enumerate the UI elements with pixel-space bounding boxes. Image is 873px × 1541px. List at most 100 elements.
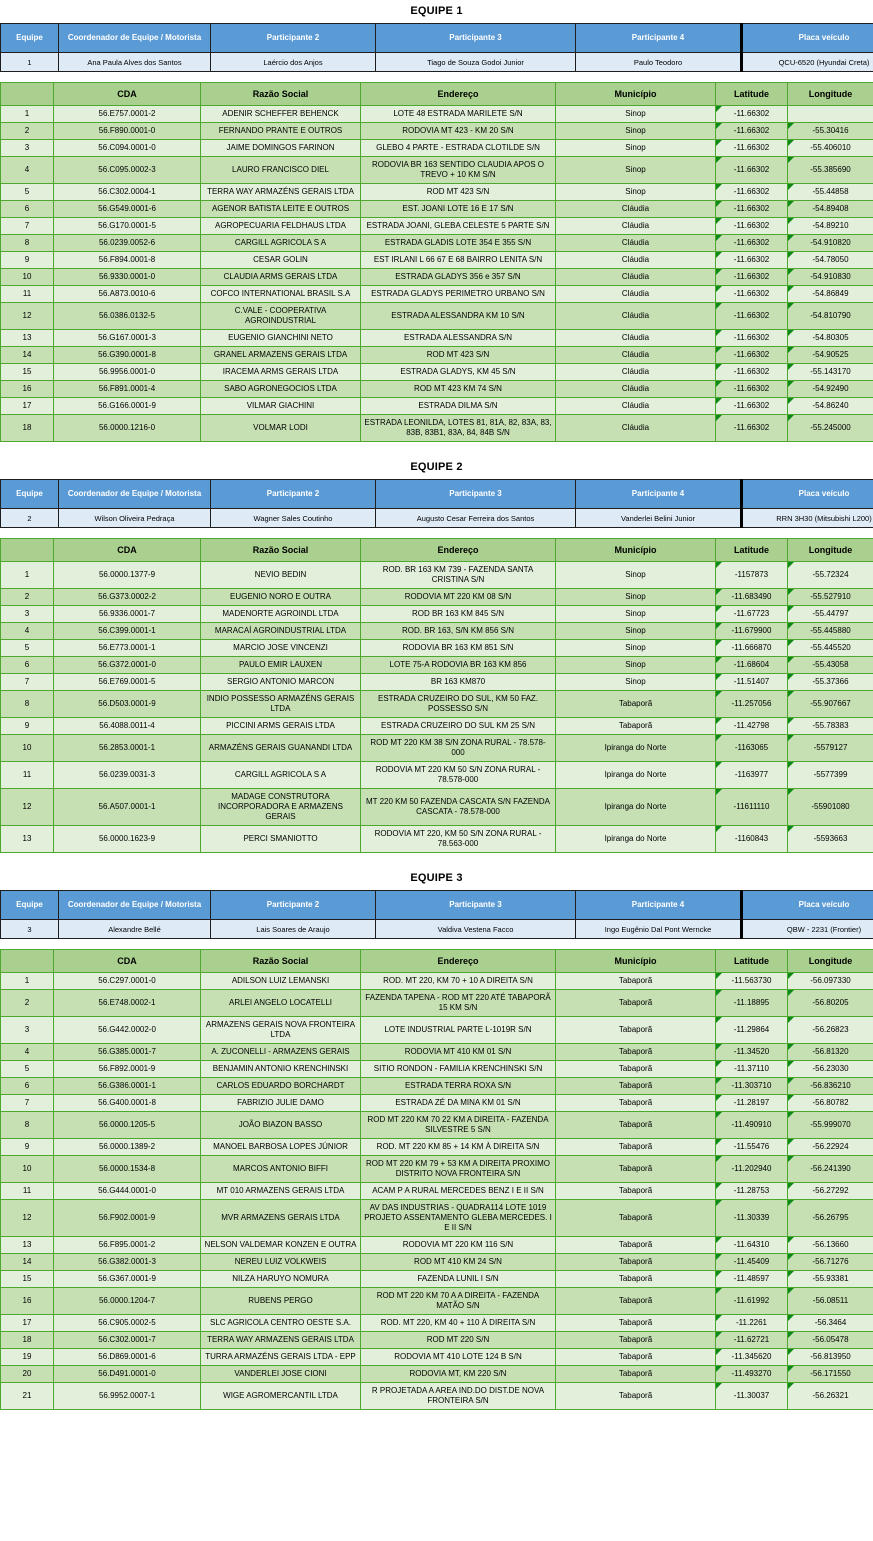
cell-municipio-text: Tabaporã (618, 1369, 653, 1378)
cell-latitude-text: -11.30037 (733, 1391, 770, 1400)
error-indicator-icon (716, 640, 722, 646)
cell-longitude-text: -55.72324 (812, 570, 849, 579)
cell-cda: 56.G373.0002-2 (53, 588, 201, 606)
cell-municipio-text: Sinop (625, 126, 646, 135)
cell-cda: 56.0000.1623-9 (53, 825, 201, 853)
cell-longitude-text: -56.13660 (812, 1240, 849, 1249)
error-indicator-icon (716, 826, 722, 832)
cell-municipio-text: Cláudia (621, 367, 650, 376)
cell-razao-social-text: CARGILL AGRICOLA S A (234, 770, 327, 779)
row-index: 6 (0, 200, 54, 218)
cell-longitude-text: -55.445880 (810, 626, 851, 635)
cell-cda-text: 56.G386.0001-1 (98, 1081, 156, 1090)
cell-razao-social: MARCOS ANTONIO BIFFI (200, 1155, 361, 1183)
cell-cda-text: 56.9336.0001-7 (98, 609, 156, 618)
cell-longitude-text: -56.836210 (810, 1081, 851, 1090)
crew-table: Equipe Coordenador de Equipe / Motorista P… (0, 479, 873, 528)
cell-cda-text: 56.F894.0001-8 (98, 255, 156, 264)
cell-razao-social-text: CARGILL AGRICOLA S A (234, 238, 327, 247)
cell-endereco-text: RODOVIA MT 423 - KM 20 S/N (402, 126, 514, 135)
cell-municipio: Sinop (555, 183, 716, 201)
error-indicator-icon (716, 1349, 722, 1355)
cell-latitude: -11.28197 (715, 1094, 788, 1112)
row-index: 13 (0, 329, 54, 347)
row-index-text: 15 (22, 1274, 32, 1283)
crew-participante3: Tiago de Souza Godoi Junior (375, 52, 576, 72)
crew-participante3: Valdiva Vestena Facco (375, 919, 576, 939)
table-row: 7 56.E769.0001-5 SERGIO ANTONIO MARCON BR 1… (0, 673, 873, 691)
cell-cda-text: 56.0000.1205-5 (98, 1120, 156, 1129)
cell-cda: 56.4088.0011-4 (53, 717, 201, 735)
cell-longitude-text: -55.385690 (810, 165, 851, 174)
row-index-text: 8 (24, 1120, 30, 1129)
cell-razao-social-text: SERGIO ANTONIO MARCON (227, 677, 334, 686)
error-indicator-icon (788, 1078, 794, 1084)
cell-razao-social-text: EUGENIO NORO E OUTRA (230, 592, 331, 601)
cell-latitude-text: -11.683490 (731, 592, 772, 601)
cell-endereco-text: FAZENDA TAPENA - ROD MT 220 ATÉ TABAPORÃ… (365, 993, 551, 1012)
cell-razao-social: TURRA ARMAZÉNS GERAIS LTDA - EPP (200, 1348, 361, 1366)
cell-endereco-text: EST IRLANI L 66 67 E 68 BAIRRO LENITA S/… (373, 255, 543, 264)
error-indicator-icon (788, 718, 794, 724)
cell-latitude-text: -11.66302 (733, 367, 770, 376)
cell-cda-text: 56.0000.1623-9 (98, 834, 156, 843)
cell-razao-social-text: NEVIO BEDIN (254, 570, 307, 579)
cell-razao-social-text: WIGE AGROMERCANTIL LTDA (223, 1391, 338, 1400)
cell-razao-social-text: FERNANDO PRANTE E OUTROS (218, 126, 343, 135)
cell-cda-text: 56.2853.0001-1 (98, 743, 156, 752)
cell-latitude-text: -11.28197 (733, 1098, 770, 1107)
row-index-text: 16 (22, 384, 32, 393)
cell-razao-social-text: SLC AGRICOLA CENTRO OESTE S.A. (210, 1318, 351, 1327)
cell-endereco-text: LOTE 75-A RODOVIA BR 163 KM 856 (389, 660, 527, 669)
cell-cda-text: 56.G385.0001-7 (98, 1047, 156, 1056)
cell-razao-social-text: BENJAMIN ANTONIO KRENCHINSKI (212, 1064, 349, 1073)
cell-endereco: ESTRADA CRUZEIRO DO SUL, KM 50 FAZ. POSS… (360, 690, 556, 718)
error-indicator-icon (788, 218, 794, 224)
cell-cda-text: 56.9952.0007-1 (98, 1391, 156, 1400)
table-row: 4 56.G385.0001-7 A. ZUCONELLI - ARMAZENS G… (0, 1043, 873, 1061)
row-index-text: 12 (22, 311, 32, 320)
cell-cda-text: 56.D869.0001-6 (98, 1352, 156, 1361)
cell-cda-text: 56.C297.0001-0 (98, 976, 156, 985)
cell-latitude: -11.42798 (715, 717, 788, 735)
cell-municipio: Tabaporã (555, 1077, 716, 1095)
cell-longitude-text: -5579127 (813, 743, 848, 752)
error-indicator-icon (788, 347, 794, 353)
error-indicator-icon (788, 269, 794, 275)
cell-cda: 56.0000.1377-9 (53, 561, 201, 589)
data-header-cda: CDA (53, 82, 201, 106)
cell-razao-social-text: NILZA HARUYO NOMURA (232, 1274, 329, 1283)
crew-header-0: Equipe (0, 890, 59, 920)
table-row: 11 56.A873.0010-6 COFCO INTERNATIONAL BRAS… (0, 285, 873, 303)
cell-cda-text: 56.4088.0011-4 (99, 721, 155, 730)
cell-razao-social-text: C.VALE - COOPERATIVA AGROINDUSTRIAL (234, 306, 327, 325)
cell-latitude: -11.2261 (715, 1314, 788, 1332)
data-header-endereço: Endereço (360, 949, 556, 973)
cell-municipio-text: Cláudia (621, 401, 650, 410)
row-index: 5 (0, 183, 54, 201)
cell-latitude-text: -11.66302 (733, 187, 770, 196)
error-indicator-icon (716, 735, 722, 741)
cell-longitude-text: -55.907667 (810, 699, 851, 708)
error-indicator-icon (788, 1183, 794, 1189)
cell-latitude: -11.66302 (715, 139, 788, 157)
error-indicator-icon (788, 589, 794, 595)
row-index: 1 (0, 972, 54, 990)
cell-razao-social-text: GRANEL ARMAZENS GERAIS LTDA (213, 350, 348, 359)
cell-longitude-text: -56.241390 (810, 1164, 851, 1173)
cell-latitude: -11.345620 (715, 1348, 788, 1366)
row-index-text: 15 (22, 367, 32, 376)
cell-cda: 56.C302.0004-1 (53, 183, 201, 201)
row-index: 9 (0, 251, 54, 269)
cell-cda-text: 56.F902.0001-9 (98, 1213, 156, 1222)
cell-razao-social-text: CESAR GOLIN (253, 255, 308, 264)
cell-latitude-text: -11.66302 (733, 143, 770, 152)
cell-latitude: -11.55476 (715, 1138, 788, 1156)
cell-cda: 56.0239.0052-6 (53, 234, 201, 252)
row-index-text: 8 (24, 238, 30, 247)
table-row: 1 56.E757.0001-2 ADENIR SCHEFFER BEHENCK LO… (0, 105, 873, 123)
section-spacer (0, 853, 873, 867)
cell-cda-text: 56.G373.0002-2 (98, 592, 156, 601)
row-index-text: 18 (22, 1335, 32, 1344)
cell-municipio-text: Tabaporã (618, 699, 653, 708)
